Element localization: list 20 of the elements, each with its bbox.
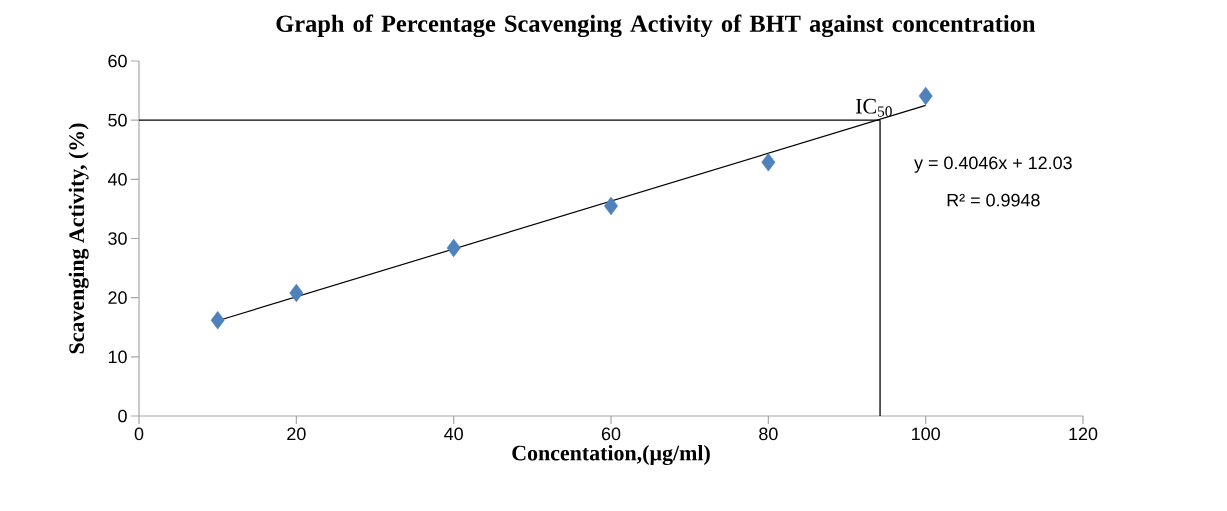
x-axis-title: Concentation,(µg/ml)	[512, 445, 710, 466]
y-tick-label: 60	[108, 54, 127, 68]
y-axis-title: Scavenging Activity, (%)	[68, 123, 89, 354]
chart-title: Graph of Percentage Scavenging Activity of BHT against concentration	[276, 14, 1036, 38]
x-tick-label: 120	[1069, 427, 1098, 441]
x-tick-label: 80	[759, 427, 778, 441]
y-tick-label: 10	[108, 350, 127, 364]
x-tick-label: 60	[601, 427, 621, 441]
annotation: R² = 0.9948	[947, 193, 1040, 207]
annotation: IC$_{50}$	[855, 98, 892, 117]
x-tick-label: 20	[287, 427, 306, 441]
annotation: y = 0.4046x + 12.03	[914, 156, 1072, 173]
y-tick-label: 0	[118, 409, 127, 423]
y-tick-label: 50	[108, 113, 127, 127]
x-tick-label: 100	[912, 427, 940, 441]
x-tick-label: 40	[444, 427, 463, 441]
y-tick-label: 30	[108, 232, 127, 245]
y-tick-label: 20	[108, 291, 127, 304]
y-tick-label: 40	[107, 172, 127, 186]
x-tick-label: 0	[134, 427, 144, 441]
